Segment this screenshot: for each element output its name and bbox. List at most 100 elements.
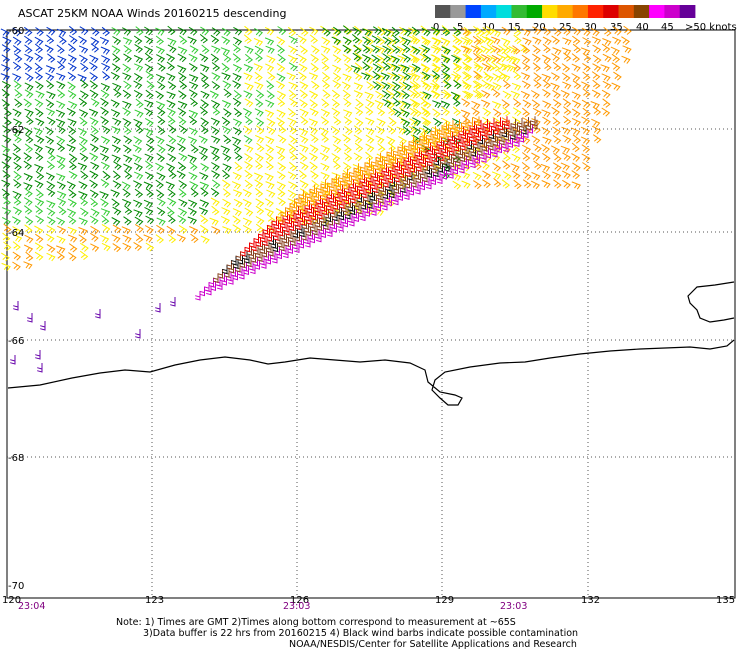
wind-barb: [176, 135, 186, 144]
wind-barb: [300, 27, 309, 37]
wind-barb: [408, 125, 418, 135]
wind-barb: [198, 207, 209, 216]
wind-barb: [513, 34, 522, 44]
wind-barb: [24, 108, 34, 117]
wind-barb: [542, 136, 552, 145]
wind-barb: [492, 73, 502, 82]
wind-barb: [111, 45, 121, 55]
wind-barb: [200, 72, 209, 82]
wind-barb: [56, 81, 66, 90]
wind-barb: [572, 134, 582, 144]
wind-barb: [145, 188, 154, 198]
wind-barb: [35, 170, 45, 181]
wind-barb: [562, 81, 572, 90]
wind-barb: [156, 152, 166, 163]
wind-barb: [25, 134, 34, 144]
wind-barb: [144, 206, 154, 216]
wind-barb: [255, 89, 265, 99]
wind-barb: [2, 207, 12, 216]
wind-barb: [288, 124, 298, 135]
wind-barb: [532, 26, 542, 36]
wind-barb: [361, 54, 372, 63]
wind-barb: [320, 133, 330, 143]
wind-barb: [233, 198, 243, 208]
wind-barb: [189, 45, 199, 54]
wind-barb: [232, 208, 242, 217]
wind-barb: [288, 143, 297, 153]
wind-barb: [23, 152, 33, 162]
wind-barb: [56, 125, 66, 135]
wind-barb: [254, 52, 263, 62]
wind-barb: [418, 46, 428, 56]
wind-barb: [462, 71, 471, 82]
wind-barb: [2, 36, 12, 45]
wind-barb: [243, 34, 252, 44]
wind-barb: [56, 173, 66, 182]
wind-barb: [320, 179, 326, 189]
wind-barbs-layer: [0, 25, 632, 373]
wind-barb: [382, 53, 391, 63]
wind-barb: [12, 128, 22, 137]
wind-barb: [580, 47, 591, 56]
wind-barb: [419, 91, 429, 100]
wind-barb: [288, 54, 298, 64]
wind-barb: [571, 127, 581, 136]
wind-barb: [167, 197, 177, 207]
wind-barb: [309, 26, 319, 36]
wind-barb: [190, 187, 199, 198]
wind-barb: [209, 217, 219, 226]
wind-barb: [502, 44, 512, 54]
wind-barb: [376, 118, 386, 127]
wind-barb: [365, 143, 375, 153]
wind-barb: [319, 127, 329, 136]
wind-barb: [362, 28, 372, 37]
wind-barb: [78, 234, 87, 244]
wind-barb: [24, 216, 34, 226]
wind-barb: [46, 91, 56, 100]
wind-barb: [67, 226, 77, 235]
wind-barb: [571, 142, 580, 153]
wind-barb: [375, 90, 385, 100]
wind-barb: [78, 227, 88, 236]
wind-barb: [176, 170, 186, 180]
wind-barb: [521, 62, 531, 72]
wind-barb: [562, 37, 572, 46]
wind-barb: [474, 116, 480, 127]
wind-barb: [90, 43, 100, 53]
wind-barb: [89, 179, 99, 189]
wind-barb: [13, 80, 22, 90]
wind-barb: [464, 90, 474, 99]
wind-barb: [412, 88, 422, 99]
wind-barb: [144, 171, 155, 181]
wind-barb: [156, 207, 166, 216]
wind-barb: [254, 152, 264, 162]
wind-barb: [592, 54, 602, 64]
wind-barb: [372, 81, 382, 91]
wind-barb: [12, 45, 22, 55]
wind-barb: [391, 63, 401, 73]
wind-barb: [541, 143, 551, 153]
lat-label-60: -60: [8, 26, 24, 37]
wind-barb: [211, 226, 221, 235]
wind-barb: [531, 99, 541, 109]
wind-barb: [188, 136, 198, 145]
wind-barb: [156, 81, 166, 91]
wind-barb: [113, 88, 122, 98]
wind-barb: [46, 160, 56, 170]
wind-barb: [287, 171, 297, 180]
wind-barb: [68, 188, 77, 199]
wind-barb: [277, 187, 286, 198]
wind-barb: [482, 119, 488, 129]
wind-barb: [254, 134, 265, 144]
wind-barb: [542, 100, 552, 109]
wind-barb: [431, 64, 441, 73]
wind-barb: [411, 99, 421, 109]
wind-barb: [100, 136, 111, 145]
wind-barb: [392, 81, 401, 91]
wind-barb: [571, 117, 582, 127]
wind-barb: [343, 109, 353, 118]
wind-barb: [199, 286, 205, 297]
wind-barb: [89, 170, 99, 180]
wind-barb: [24, 72, 34, 82]
wind-barb: [255, 205, 265, 215]
